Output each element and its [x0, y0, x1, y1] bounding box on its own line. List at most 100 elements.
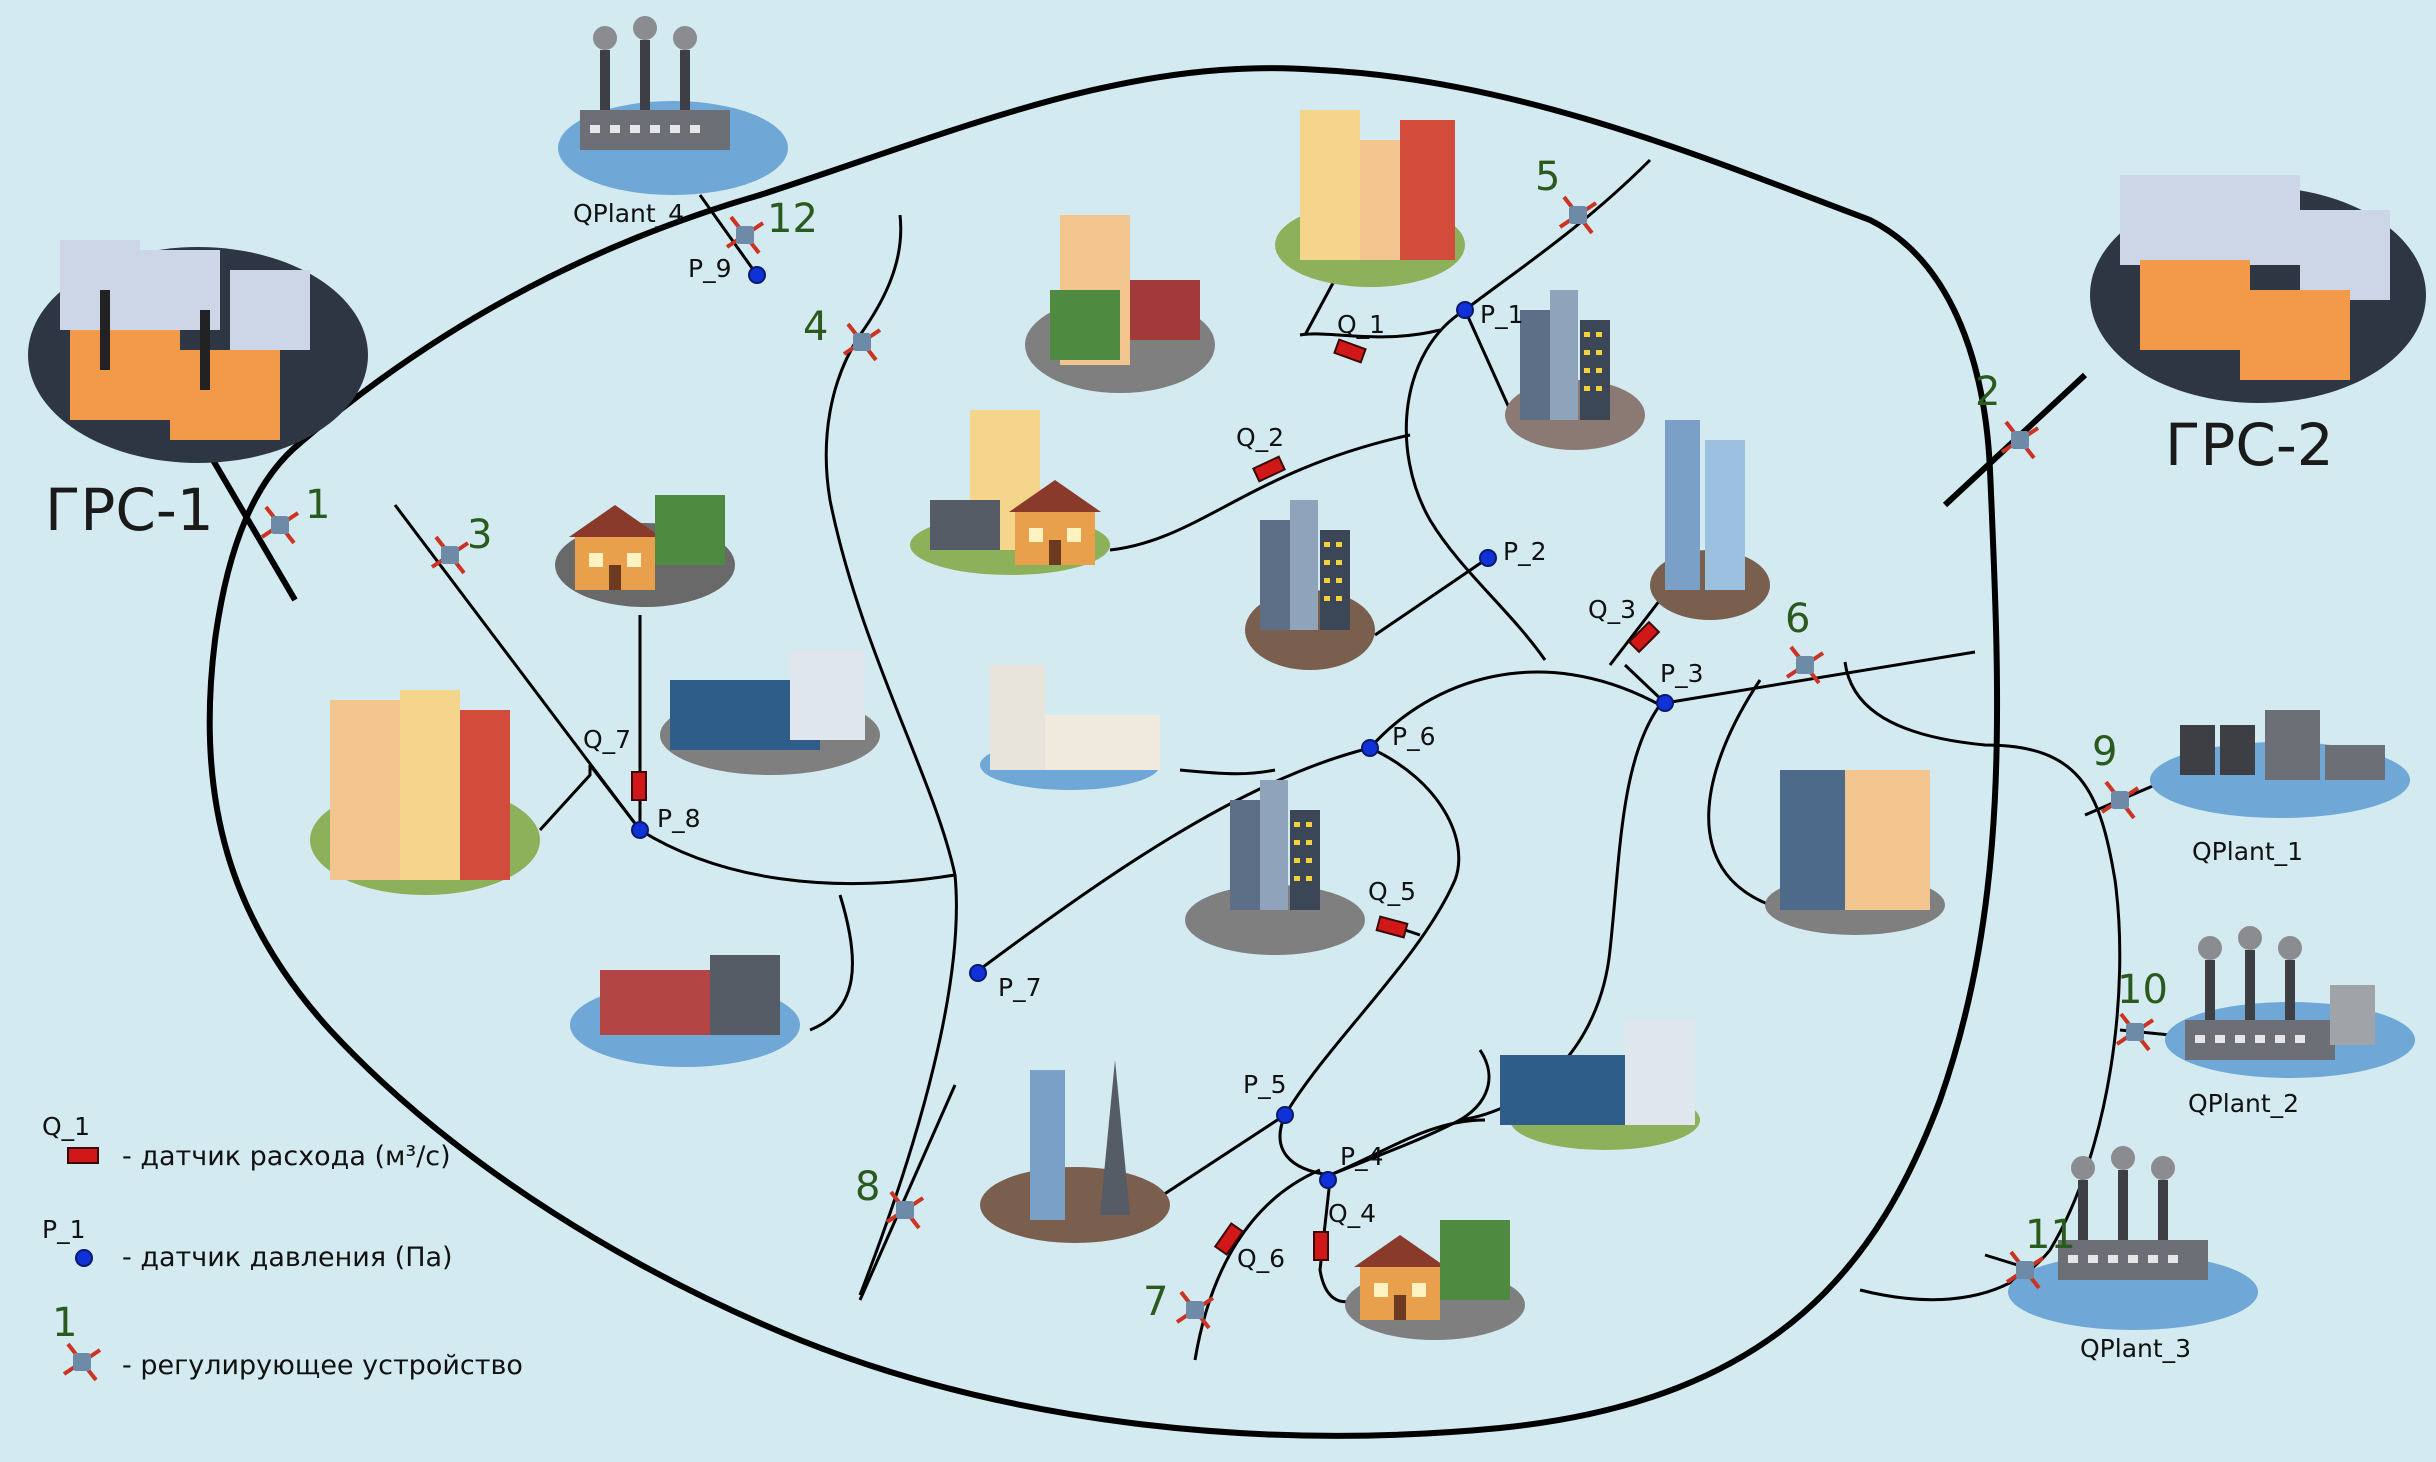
p9-label: P_9: [688, 254, 731, 283]
branch-p1-tower: [1463, 309, 1512, 411]
flow-sensor-q4[interactable]: [1313, 1231, 1329, 1261]
p1-label: P_1: [1480, 300, 1523, 329]
flow-sensor-q7[interactable]: [631, 771, 647, 801]
pressure-sensor-p1[interactable]: [1456, 301, 1474, 319]
legend-regulator-text: - регулирующее устройство: [122, 1350, 523, 1381]
q1-label: Q_1: [1337, 310, 1385, 339]
pressure-sensor-p6[interactable]: [1361, 739, 1379, 757]
grs1-feed-pipe: [207, 453, 298, 602]
district-blue-houses-east: [1500, 1020, 1700, 1150]
branch-reg8: [858, 1084, 957, 1301]
p3-label: P_3: [1660, 659, 1703, 688]
legend: Q_1 - датчик расхода (м³/с) P_1 - датчик…: [42, 1112, 523, 1382]
outer-ring-pipe: [206, 65, 2001, 1439]
district-blue-houses: [660, 650, 880, 775]
legend-flow-symbol-label: Q_1: [42, 1112, 90, 1141]
legend-pressure-text: - датчик давления (Па): [122, 1242, 453, 1273]
district-north-old-town: [1275, 110, 1465, 287]
regulator-8-label: 8: [855, 1164, 880, 1210]
grs2-station-illustration: [2090, 175, 2426, 403]
regulator-2-label: 2: [1975, 369, 2000, 415]
q7-label: Q_7: [583, 725, 631, 754]
flow-sensor-q5[interactable]: [1375, 915, 1409, 939]
branch-west-2: [538, 765, 592, 832]
regulator-12-label: 12: [767, 196, 818, 242]
regulator-4-label: 4: [803, 304, 828, 350]
flow-sensor-q2[interactable]: [1252, 455, 1286, 483]
qplant1-label: QPlant_1: [2192, 837, 2303, 866]
branch-p9-loop: [1179, 768, 1276, 776]
grs1-station-illustration: [28, 240, 368, 463]
pressure-sensor-p5[interactable]: [1276, 1106, 1294, 1124]
district-old-town-west: [310, 690, 540, 895]
district-tv-tower: [980, 1060, 1170, 1243]
qplant4-feed-pipe: [698, 194, 759, 276]
qplant3-illustration: [2008, 1146, 2258, 1330]
qplant3-label: QPlant_3: [2080, 1334, 2191, 1363]
qplant1-illustration: [2150, 710, 2410, 818]
regulator-11-label: 11: [2025, 1212, 2076, 1258]
district-houses-1: [555, 495, 735, 607]
pressure-sensor-p2[interactable]: [1479, 549, 1497, 567]
branch-p3-p2: [1623, 663, 1667, 705]
regulator-6-label: 6: [1785, 596, 1810, 642]
regulator-1-label: 1: [305, 482, 330, 528]
legend-pressure-symbol-label: P_1: [42, 1215, 85, 1244]
regulator-1-icon[interactable]: [260, 505, 300, 545]
branch-west: [393, 504, 956, 886]
regulator-5-label: 5: [1535, 154, 1560, 200]
qplant2-illustration: [2165, 926, 2415, 1078]
branch-p2: [1374, 556, 1489, 637]
q6-label: Q_6: [1237, 1244, 1285, 1273]
branch-q1: [1299, 328, 1441, 339]
regulator-9-icon[interactable]: [2100, 780, 2140, 820]
pipe-network: [206, 65, 2171, 1439]
flow-sensors: [631, 338, 1661, 1261]
q4-label: Q_4: [1328, 1199, 1376, 1228]
pressure-sensor-p8[interactable]: [631, 821, 649, 839]
regulator-3-icon[interactable]: [430, 535, 470, 575]
regulator-12-icon[interactable]: [725, 215, 765, 255]
flow-sensor-q6[interactable]: [1213, 1222, 1245, 1256]
regulator-3-label: 3: [467, 512, 492, 558]
pressure-sensor-p7[interactable]: [969, 964, 987, 982]
legend-pressure-sensor-icon: [75, 1249, 93, 1267]
branch-p8-south: [809, 894, 854, 1032]
legend-flow-text: - датчик расхода (м³/с): [122, 1141, 451, 1172]
district-glass-towers: [1650, 420, 1770, 620]
q5-label: Q_5: [1368, 877, 1416, 906]
branch-p3-house: [1707, 679, 1771, 907]
branch-p8-west: [588, 764, 642, 831]
pressure-sensor-p4[interactable]: [1319, 1171, 1337, 1189]
district-red-houses: [570, 955, 800, 1067]
district-towers-p2: [1245, 500, 1375, 670]
district-towers-north: [1505, 290, 1645, 450]
q2-label: Q_2: [1236, 423, 1284, 452]
branch-p4-east: [1329, 1118, 1486, 1177]
legend-flow-sensor-icon: [67, 1147, 99, 1164]
pressure-sensor-p3[interactable]: [1656, 694, 1674, 712]
pressure-sensor-p9[interactable]: [748, 266, 766, 284]
branch-p3-east: [1664, 650, 1976, 705]
grs2-label: ГРС-2: [2165, 411, 2334, 479]
district-apartments: [910, 410, 1110, 575]
flow-sensor-q1[interactable]: [1333, 338, 1367, 364]
district-hospital: [980, 665, 1160, 790]
flow-sensor-q3[interactable]: [1627, 620, 1661, 654]
grs1-label: ГРС-1: [45, 476, 214, 544]
regulator-10-label: 10: [2117, 967, 2168, 1013]
branch-q3: [1608, 599, 1662, 666]
district-towers-center: [1185, 780, 1365, 955]
district-south-houses: [1345, 1220, 1525, 1340]
q3-label: Q_3: [1588, 595, 1636, 624]
p4-label: P_4: [1340, 1142, 1383, 1171]
p7-label: P_7: [998, 973, 1041, 1002]
branch-q6: [1193, 1168, 1321, 1361]
branch-reg4: [824, 214, 958, 1296]
district-north-houses: [1025, 215, 1215, 393]
branch-east-qplants: [1843, 661, 2122, 1302]
pressure-sensors: [631, 266, 1674, 1189]
qplant2-label: QPlant_2: [2188, 1089, 2299, 1118]
regulators: [260, 195, 2155, 1330]
